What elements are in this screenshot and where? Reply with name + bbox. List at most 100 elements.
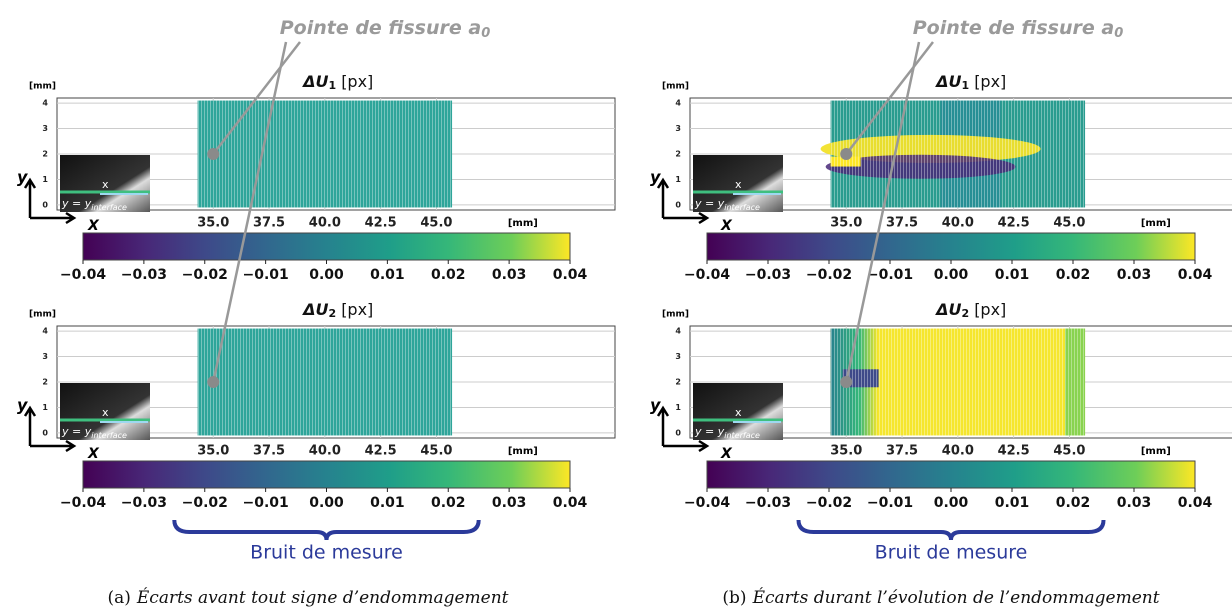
inset-eq: y = y (694, 197, 725, 210)
x-tick-label: 40.0 (942, 444, 974, 459)
y-tick-label: 0 (42, 428, 48, 437)
colorbar (82, 460, 571, 489)
annotation-line (845, 41, 934, 155)
annotation-line (212, 41, 288, 383)
x-tick-label: 42.5 (365, 444, 397, 459)
inset-image (60, 155, 150, 212)
colorbar-tick-label: 0.00 (309, 267, 344, 283)
colorbar-tick-label: −0.03 (121, 495, 167, 511)
inset-eq: y = y (694, 425, 725, 438)
field-texture (197, 328, 453, 436)
crack-tip (840, 376, 853, 388)
colorbar-tick-label: 0.03 (492, 267, 527, 283)
colorbar-tick-label: 0.01 (995, 495, 1030, 511)
title-subscript: 1 (962, 79, 970, 92)
y-tick-label: 4 (675, 327, 681, 336)
y-tick-label: 1 (675, 403, 681, 412)
axis-label-y: y (17, 396, 28, 415)
field-texture (197, 100, 453, 208)
y-tick-label: 1 (675, 175, 681, 184)
y-unit: [mm] (662, 82, 689, 92)
colorbar-tick-label: 0.03 (1117, 495, 1152, 511)
axis-label-x: X (87, 218, 100, 234)
inset-sub: interface (724, 203, 760, 212)
plot-title: ΔU1 [px] (301, 72, 373, 93)
annotation-text: Pointe de fissure a (280, 17, 482, 39)
title-symbol: ΔU (934, 300, 961, 319)
axis-label-y: y (17, 168, 28, 187)
y-unit: [mm] (29, 310, 56, 320)
axis-label-x: X (720, 218, 733, 234)
y-tick-label: 0 (675, 428, 681, 437)
inset-x: x (735, 406, 742, 419)
caption-label: (b) (722, 588, 746, 608)
colorbar-tick-label: 0.02 (1056, 267, 1091, 283)
caption-text: Écarts durant l’évolution de l’endommage… (752, 587, 1160, 608)
x-tick-label: 45.0 (420, 216, 452, 231)
y-tick-label: 4 (675, 99, 681, 108)
inset-sub: interface (724, 431, 760, 440)
axis-label-y: y (650, 396, 661, 415)
inset-equation: y = yinterface (694, 425, 760, 440)
colorbar-tick-label: −0.02 (182, 495, 228, 511)
inset-eq: y = y (61, 197, 92, 210)
y-tick-label: 1 (42, 403, 48, 412)
x-unit: [mm] (1141, 446, 1171, 457)
title-subscript: 2 (329, 307, 337, 320)
colorbar-tick-label: −0.01 (867, 495, 913, 511)
colorbar-tick-label: 0.04 (1178, 495, 1213, 511)
x-tick-label: 37.5 (253, 216, 285, 231)
x-tick-label: 40.0 (309, 444, 341, 459)
inset-sub: interface (91, 203, 127, 212)
colorbar-tick-label: 0.02 (431, 267, 466, 283)
x-tick-label: 42.5 (998, 444, 1030, 459)
inset-x: x (735, 178, 742, 191)
y-tick-label: 3 (675, 124, 681, 133)
colorbar-tick-label: −0.04 (684, 267, 731, 283)
axis-arrow (656, 405, 710, 453)
caption-text: Écarts avant tout signe d’endommagement (136, 587, 509, 608)
crack-tip (207, 376, 220, 388)
field-texture (830, 100, 1086, 208)
y-unit: [mm] (29, 82, 56, 92)
title-subscript: 2 (962, 307, 970, 320)
x-tick-label: 35.0 (830, 444, 862, 459)
brace (796, 519, 1106, 541)
annotation: Pointe de fissure a0 (280, 17, 491, 41)
plot-title: ΔU2 [px] (301, 300, 373, 321)
x-tick-label: 37.5 (886, 216, 918, 231)
y-tick-label: 2 (675, 378, 681, 387)
title-symbol: ΔU (301, 72, 328, 91)
inset-equation: y = yinterface (61, 197, 127, 212)
x-tick-label: 40.0 (309, 216, 341, 231)
noise-label: Bruit de mesure (250, 542, 403, 564)
brace (172, 519, 481, 541)
colorbar (82, 232, 571, 261)
y-tick-label: 2 (42, 150, 48, 159)
inset-image (60, 383, 150, 440)
colorbar-tick-label: −0.01 (867, 267, 913, 283)
x-unit: [mm] (508, 218, 538, 229)
y-tick-label: 0 (675, 200, 681, 209)
axis-arrow (656, 177, 710, 225)
inset-x: x (102, 406, 109, 419)
noise-label: Bruit de mesure (875, 542, 1028, 564)
colorbar-tick-label: −0.01 (242, 495, 288, 511)
colorbar-tick-label: −0.02 (806, 267, 852, 283)
colorbar (706, 460, 1196, 489)
title-unit: [px] (974, 72, 1006, 91)
y-unit: [mm] (662, 310, 689, 320)
y-tick-label: 0 (42, 200, 48, 209)
annotation: Pointe de fissure a0 (913, 17, 1124, 41)
colorbar-tick-label: 0.01 (370, 495, 405, 511)
colorbar-tick-label: 0.04 (553, 267, 588, 283)
caption: (b) Écarts durant l’évolution de l’endomm… (722, 587, 1159, 608)
y-tick-label: 3 (42, 352, 48, 361)
x-tick-label: 45.0 (1053, 216, 1085, 231)
colorbar-tick-label: 0.00 (309, 495, 344, 511)
title-unit: [px] (341, 300, 373, 319)
x-tick-label: 42.5 (998, 216, 1030, 231)
field-texture (830, 328, 1086, 436)
x-unit: [mm] (1141, 218, 1171, 229)
